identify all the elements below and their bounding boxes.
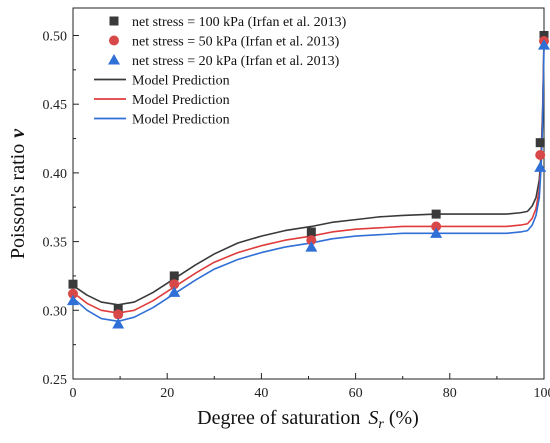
model-prediction-line-4 (72, 39, 545, 314)
data-point-triangle (534, 161, 547, 172)
data-point-triangle (168, 286, 181, 297)
data-point-triangle (112, 318, 125, 329)
data-point-circle (169, 279, 180, 290)
legend-entry-label: net stress = 100 kPa (Irfan et al. 2013) (132, 15, 347, 30)
model-prediction-line-3 (72, 35, 545, 306)
legend-marker-triangle (108, 54, 120, 65)
y-tick-label: 0.35 (43, 236, 68, 251)
model-prediction-line-5 (72, 43, 545, 323)
legend: net stress = 100 kPa (Irfan et al. 2013)… (94, 15, 347, 128)
y-tick-label: 0.50 (43, 29, 68, 44)
data-point-circle (306, 235, 317, 246)
data-point-circle (113, 309, 124, 320)
ticks-layer: 0 20 40 60 80 100 0.25 0.30 0.35 0.40 0.45 0.50 (43, 29, 550, 401)
data-point-square (539, 30, 549, 40)
data-point-triangle (67, 294, 79, 306)
legend-entry-label: net stress = 20 kPa (Irfan et al. 2013) (132, 54, 340, 69)
data-point-triangle (305, 241, 318, 252)
data-point-square (306, 227, 316, 237)
legend-marker-square (109, 16, 119, 26)
data-point-circle (535, 150, 546, 161)
data-point-triangle (538, 39, 550, 50)
x-tick-label: 100 (534, 386, 550, 401)
legend-entry-label: Model Prediction (132, 74, 230, 89)
legend-entry-label: Model Prediction (132, 93, 230, 108)
x-axis-label: Degree of saturation Sr (%) (197, 407, 419, 432)
y-tick-label: 0.30 (43, 304, 68, 319)
data-point-triangle (430, 227, 443, 238)
x-tick-label: 60 (349, 386, 363, 401)
x-tick-label: 20 (160, 386, 174, 401)
x-tick-label: 0 (70, 386, 77, 401)
y-tick-label: 0.40 (43, 167, 68, 182)
legend-entry-label: Model Prediction (132, 113, 230, 128)
data-point-square (535, 138, 545, 148)
y-tick-label: 0.45 (43, 98, 68, 113)
legend-marker-circle (109, 35, 119, 46)
y-tick-label: 0.25 (43, 373, 68, 388)
legend-entry-label: net stress = 50 kPa (Irfan et al. 2013) (132, 35, 340, 50)
x-tick-label: 40 (254, 386, 268, 401)
data-point-square (169, 271, 179, 281)
data-point-square (68, 279, 78, 289)
data-point-square (431, 209, 441, 219)
data-point-circle (68, 288, 78, 299)
data-point-circle (431, 221, 442, 232)
y-axis-label: Poisson's ratioν (7, 128, 29, 259)
x-tick-label: 80 (443, 386, 457, 401)
data-point-square (113, 304, 123, 314)
series-layer (67, 30, 550, 329)
